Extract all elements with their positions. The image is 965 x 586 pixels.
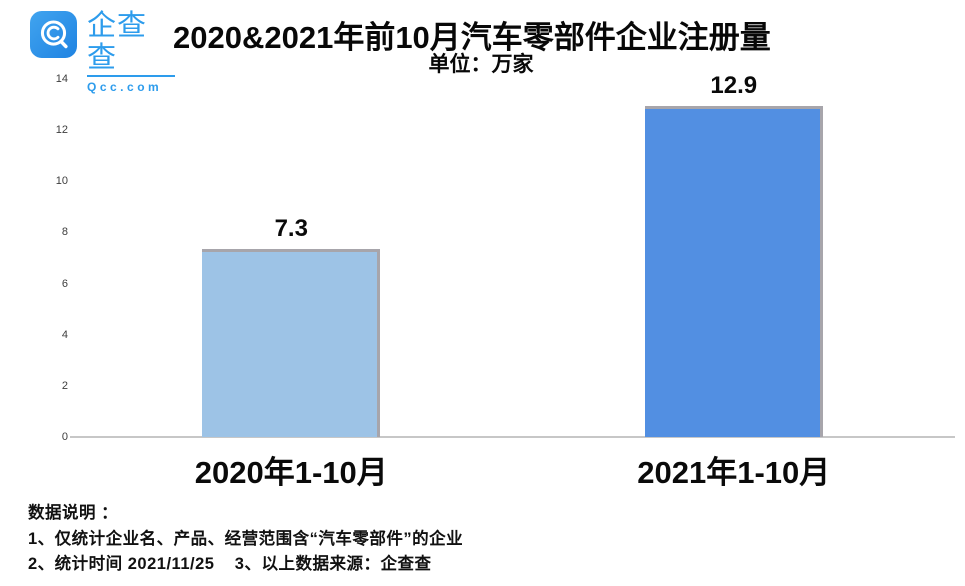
data-notes-line-1: 1、仅统计企业名、产品、经营范围含“汽车零部件”的企业 [28,529,464,548]
y-axis-tick-label: 6 [61,277,68,290]
chart-title: 2020&2021年前10月汽车零部件企业注册量 [173,20,771,55]
y-axis-tick-label: 4 [61,328,68,341]
y-axis-tick-label: 12 [55,124,68,137]
bar-2021年1-10月 [644,106,823,437]
data-notes-heading: 数据说明 ： [28,504,119,522]
y-axis-tick-label: 0 [61,431,68,443]
qcc-logo-icon [30,11,77,58]
y-axis-tick-label: 8 [61,226,68,239]
x-axis-category-label: 2021年1-10月 [637,455,831,490]
y-axis-tick-label: 10 [55,175,68,188]
data-notes: 数据说明 ： 1、仅统计企业名、产品、经营范围含“汽车零部件”的企业 2、统计时… [28,501,938,578]
qcc-logotype: 企查查 Qcc.com [87,10,175,95]
qcc-brand-block: 企查查 Qcc.com [30,10,175,94]
chart-unit-label: 单位：万家 [428,53,534,76]
x-axis-baseline [70,436,955,438]
y-axis-tick-label: 14 [55,73,68,85]
data-notes-line-2: 2、统计时间 2021/11/25 3、以上数据来源：企查查 [28,555,432,573]
qcc-brand-domain: Qcc.com [87,80,163,94]
x-axis-category-label: 2020年1-10月 [194,455,388,490]
qcc-brand-name: 企查查 [87,10,175,77]
bar-value-label: 7.3 [274,215,308,243]
bar-value-label: 12.9 [710,72,758,100]
bar-2020年1-10月 [202,249,381,437]
y-axis-tick-label: 2 [61,379,68,392]
